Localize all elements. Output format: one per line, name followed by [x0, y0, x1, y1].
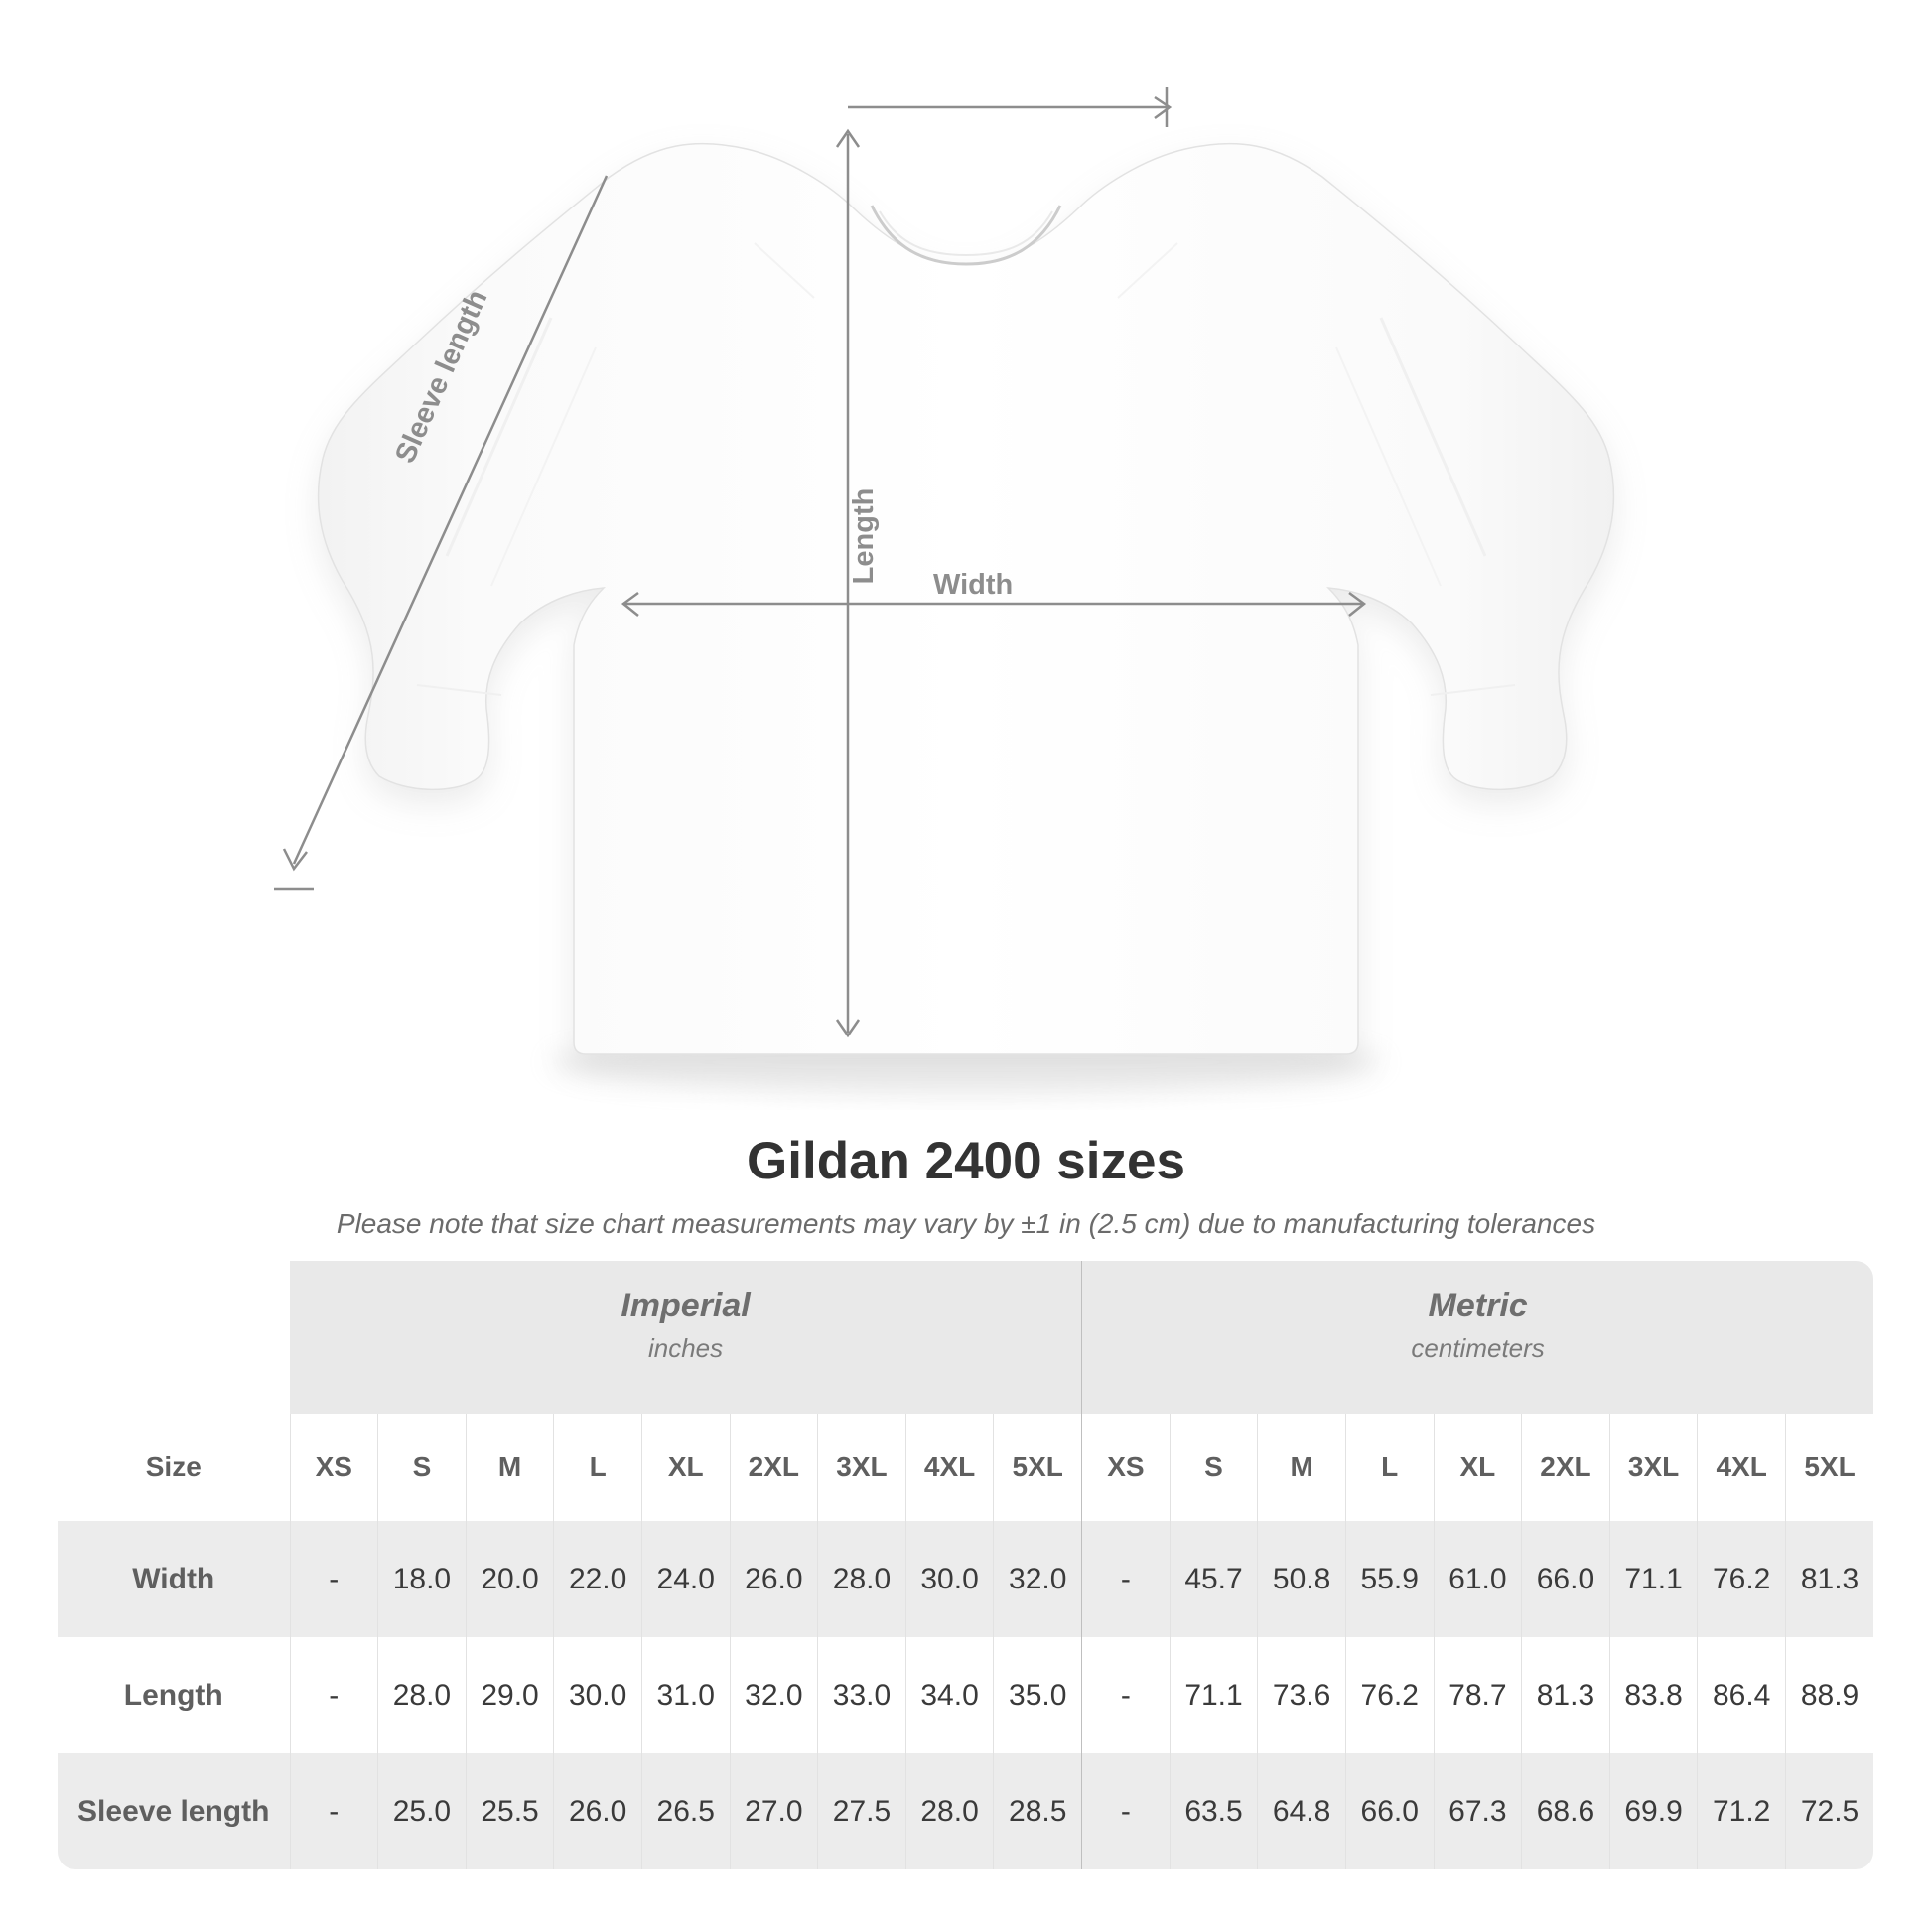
svg-text:Width: Width: [933, 569, 1013, 601]
svg-text:Length: Length: [848, 488, 880, 585]
